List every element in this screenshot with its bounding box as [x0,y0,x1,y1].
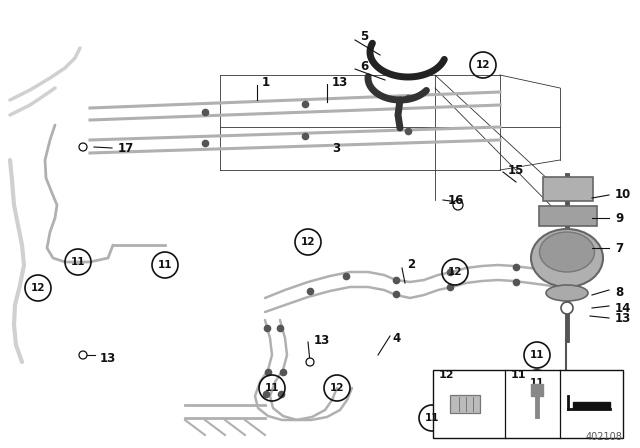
Text: 11: 11 [265,383,279,393]
Circle shape [561,302,573,314]
FancyBboxPatch shape [539,206,597,226]
Text: 3: 3 [332,142,340,155]
Text: 8: 8 [615,285,623,298]
Text: 10: 10 [615,189,631,202]
Text: 6: 6 [360,60,368,73]
Text: 2: 2 [407,258,415,271]
Text: 13: 13 [314,333,330,346]
Text: 1: 1 [262,77,270,90]
Text: 11: 11 [530,378,544,388]
Circle shape [306,358,314,366]
Text: 7: 7 [615,241,623,254]
Text: 11: 11 [510,370,525,380]
Text: 5: 5 [360,30,368,43]
Text: 4: 4 [392,332,400,345]
Text: 9: 9 [615,211,623,224]
Text: 12: 12 [301,237,316,247]
Text: 12: 12 [439,370,454,380]
Text: 11: 11 [425,413,439,423]
Text: 15: 15 [508,164,524,177]
Text: 11: 11 [71,257,85,267]
Text: 14: 14 [615,302,632,314]
Ellipse shape [531,229,603,287]
Polygon shape [573,402,611,409]
Ellipse shape [546,285,588,301]
Text: 13: 13 [615,311,631,324]
Circle shape [79,351,87,359]
Text: 13: 13 [100,352,116,365]
Text: 402108: 402108 [585,432,622,442]
Text: 12: 12 [476,60,490,70]
Text: 17: 17 [118,142,134,155]
Text: 12: 12 [330,383,344,393]
Circle shape [79,143,87,151]
Bar [433,370,623,438]
Ellipse shape [540,232,595,272]
Text: 11: 11 [530,350,544,360]
FancyBboxPatch shape [543,177,593,201]
FancyBboxPatch shape [450,395,480,413]
Text: 16: 16 [448,194,465,207]
Text: 12: 12 [448,267,462,277]
Text: 13: 13 [332,76,348,89]
Text: 12: 12 [31,283,45,293]
Circle shape [453,200,463,210]
Text: 11: 11 [157,260,172,270]
